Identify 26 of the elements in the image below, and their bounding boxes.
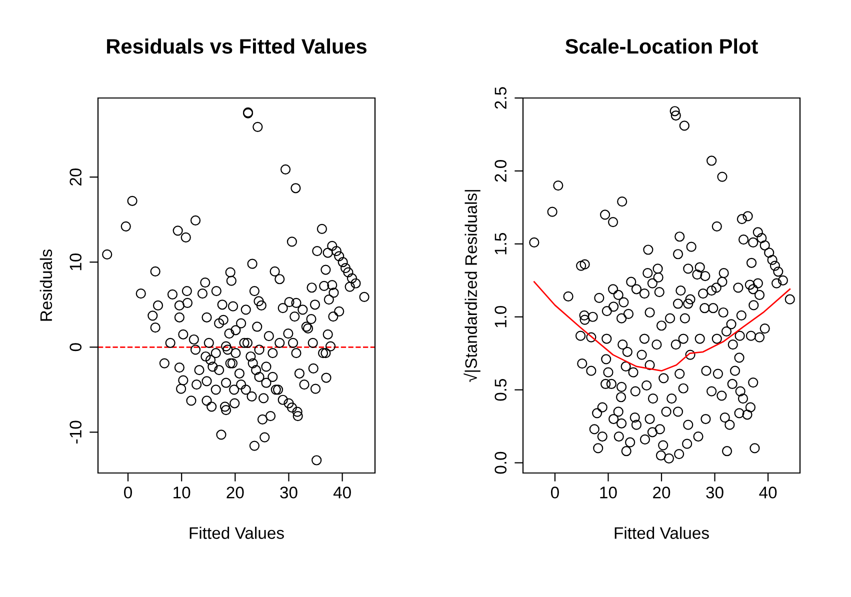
x-tick-label: 40: [333, 486, 351, 498]
x-tick-label: 40: [759, 486, 777, 498]
x-tick-label: 30: [706, 486, 724, 498]
y-tick-label: 1.0: [494, 306, 507, 328]
y-tick-label: 1.5: [494, 233, 507, 254]
x-tick-label: 0: [550, 486, 559, 498]
y-tick-label: 10: [70, 253, 82, 270]
x-tick-label: 0: [124, 486, 132, 498]
chart-title: Residuals vs Fitted Values: [107, 38, 366, 54]
y-tick-label: 20: [70, 168, 82, 186]
x-tick-label: 10: [600, 486, 617, 498]
x-tick-label: 20: [226, 486, 244, 498]
y-axis-title: Residuals: [40, 250, 52, 321]
y-tick-label: 0: [70, 343, 82, 352]
x-axis-title: Fitted Values: [190, 526, 284, 539]
y-tick-label: -10: [70, 420, 82, 444]
y-axis-title: √|Standardized Residuals|: [464, 190, 480, 382]
y-tick-label: 0.0: [494, 452, 507, 474]
chart-title: Scale-Location Plot: [565, 38, 758, 54]
y-tick-label: 2.0: [494, 160, 507, 182]
y-tick-label: 0.5: [494, 378, 507, 401]
x-tick-label: 30: [280, 486, 298, 498]
x-axis-title: Fitted Values: [614, 526, 709, 539]
x-tick-label: 10: [174, 486, 190, 498]
x-tick-label: 20: [653, 486, 670, 498]
y-tick-label: 2.5: [494, 87, 507, 109]
